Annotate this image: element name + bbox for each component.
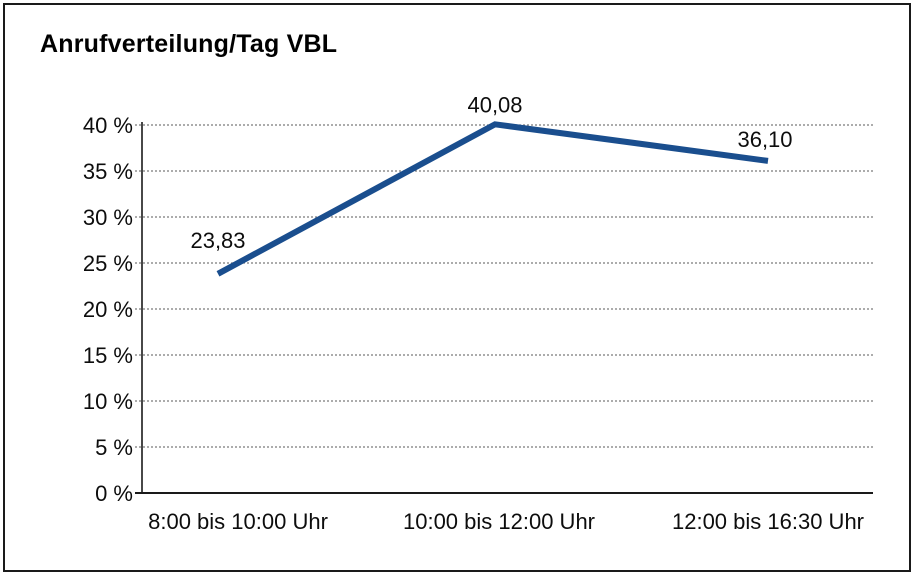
chart-title: Anrufverteilung/Tag VBL xyxy=(40,30,338,58)
data-point-label: 23,83 xyxy=(190,228,245,253)
y-axis-tick-label: 15 % xyxy=(83,343,133,368)
y-axis-tick-label: 0 % xyxy=(95,481,133,506)
y-axis-tick-label: 40 % xyxy=(83,113,133,138)
x-axis-category-label: 8:00 bis 10:00 Uhr xyxy=(148,509,328,534)
data-series-line xyxy=(216,121,769,277)
x-axis-category-label: 10:00 bis 12:00 Uhr xyxy=(403,509,595,534)
chart-frame-border xyxy=(3,3,911,572)
data-point-label: 36,10 xyxy=(737,127,792,152)
x-axis-category-label: 12:00 bis 16:30 Uhr xyxy=(672,509,864,534)
y-axis-tick-label: 10 % xyxy=(83,389,133,414)
y-axis-tick-label: 30 % xyxy=(83,205,133,230)
y-axis-tick-label: 20 % xyxy=(83,297,133,322)
y-axis-tick-label: 25 % xyxy=(83,251,133,276)
y-axis-tick-label: 35 % xyxy=(83,159,133,184)
data-point-label: 40,08 xyxy=(467,92,522,117)
y-axis-tick-label: 5 % xyxy=(95,435,133,460)
